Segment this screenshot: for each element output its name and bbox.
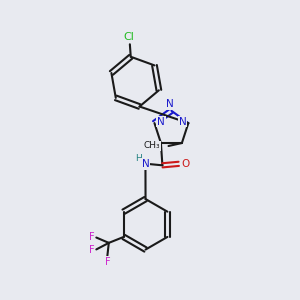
Text: N: N <box>178 117 186 127</box>
Text: Cl: Cl <box>124 32 135 41</box>
Text: F: F <box>89 232 95 242</box>
Text: F: F <box>104 256 110 267</box>
Text: CH₃: CH₃ <box>144 142 160 151</box>
Text: F: F <box>89 245 95 255</box>
Text: N: N <box>166 99 174 109</box>
Text: N: N <box>142 159 149 169</box>
Text: N: N <box>157 117 165 127</box>
Text: H: H <box>135 154 141 163</box>
Text: O: O <box>181 159 189 169</box>
